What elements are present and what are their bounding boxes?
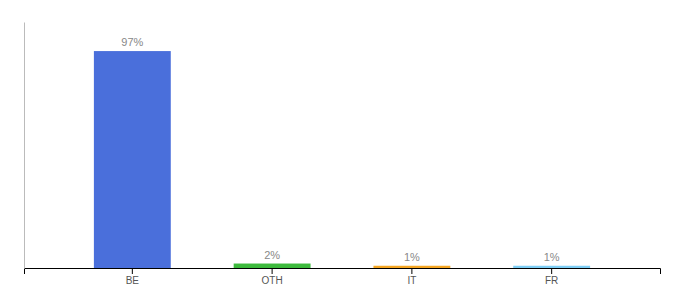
- x-tick-mark: [551, 268, 552, 274]
- x-tick: OTH: [262, 268, 283, 286]
- data-labels: 97% 2% 1% 1%: [121, 36, 560, 263]
- x-tick: BE: [126, 268, 140, 286]
- bar: [94, 51, 171, 268]
- data-label: 1%: [404, 251, 420, 263]
- data-label: 97%: [121, 36, 143, 48]
- y-axis-line: [24, 23, 25, 269]
- x-tick-label: BE: [126, 275, 140, 286]
- x-tick: FR: [545, 268, 558, 286]
- x-tick-mark: [132, 268, 133, 274]
- x-tick-mark: [411, 268, 412, 274]
- bar: [373, 266, 450, 268]
- bar: [234, 264, 311, 268]
- x-axis-line: [25, 269, 661, 275]
- data-label: 2%: [264, 249, 280, 261]
- x-tick: IT: [407, 268, 416, 286]
- x-axis: BE OTH IT FR: [25, 268, 661, 286]
- x-tick-label: OTH: [262, 275, 283, 286]
- y-axis: [24, 23, 25, 269]
- x-tick-label: FR: [545, 275, 558, 286]
- data-label: 1%: [544, 251, 560, 263]
- x-tick-mark: [272, 268, 273, 274]
- bars: [94, 51, 590, 268]
- x-tick-label: IT: [407, 275, 416, 286]
- bar: [513, 266, 590, 268]
- chart: BE OTH IT FR 97% 2% 1% 1%: [0, 0, 680, 300]
- plot: BE OTH IT FR 97% 2% 1% 1%: [25, 23, 661, 287]
